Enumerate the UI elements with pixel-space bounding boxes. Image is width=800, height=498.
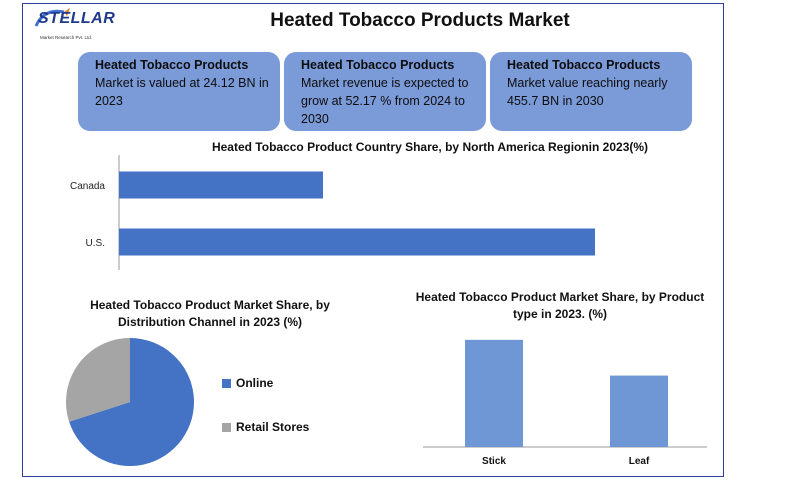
legend-swatch <box>222 422 231 432</box>
category-label: U.S. <box>86 238 105 249</box>
category-label: Canada <box>70 181 105 192</box>
legend-swatch <box>222 378 231 388</box>
legend-online: Online <box>222 376 273 390</box>
kpi-heading: Heated Tobacco Products <box>507 58 661 72</box>
logo-text: STELLAR <box>38 10 116 27</box>
logo-swoosh-icon <box>34 8 70 27</box>
product-type-chart-title: Heated Tobacco Product Market Share, by … <box>415 290 705 321</box>
bar-canada <box>119 171 323 199</box>
country-share-chart-title: Heated Tobacco Product Country Share, by… <box>211 140 649 154</box>
distribution-pie-chart <box>66 338 194 466</box>
infographic-frame <box>22 3 724 477</box>
kpi-card-forecast: Heated Tobacco Products Market value rea… <box>490 52 692 131</box>
legend-label: Online <box>236 376 274 390</box>
legend-label: Retail Stores <box>236 420 310 434</box>
bar-stick <box>465 339 523 447</box>
bar-leaf <box>610 375 668 447</box>
product-type-chart: Stick Leaf <box>423 339 707 467</box>
country-share-chart: Canada U.S. <box>70 155 595 270</box>
bar-us <box>119 228 595 256</box>
kpi-card-valuation: Heated Tobacco Products Market is valued… <box>78 52 280 131</box>
kpi-text: Market is valued at 24.12 BN in 2023 <box>95 76 269 108</box>
legend-retail: Retail Stores <box>222 420 309 434</box>
category-label: Leaf <box>629 456 650 467</box>
page-title: Heated Tobacco Products Market <box>270 10 570 31</box>
kpi-heading: Heated Tobacco Products <box>95 58 249 72</box>
kpi-card-growth: Heated Tobacco Products Market revenue i… <box>284 52 486 131</box>
kpi-text: Market revenue is expected to grow at 52… <box>301 76 469 126</box>
kpi-text: Market value reaching nearly 455.7 BN in… <box>507 76 668 108</box>
kpi-heading: Heated Tobacco Products <box>301 58 455 72</box>
distribution-chart-title: Heated Tobacco Product Market Share, by … <box>90 298 330 329</box>
pie-slice-retailstores <box>66 338 130 422</box>
category-label: Stick <box>482 456 506 467</box>
pie-slice-online <box>69 338 194 466</box>
stellar-logo: STELLAR Market Research Pvt. Ltd. <box>34 8 118 44</box>
logo-subtext: Market Research Pvt. Ltd. <box>40 35 93 40</box>
